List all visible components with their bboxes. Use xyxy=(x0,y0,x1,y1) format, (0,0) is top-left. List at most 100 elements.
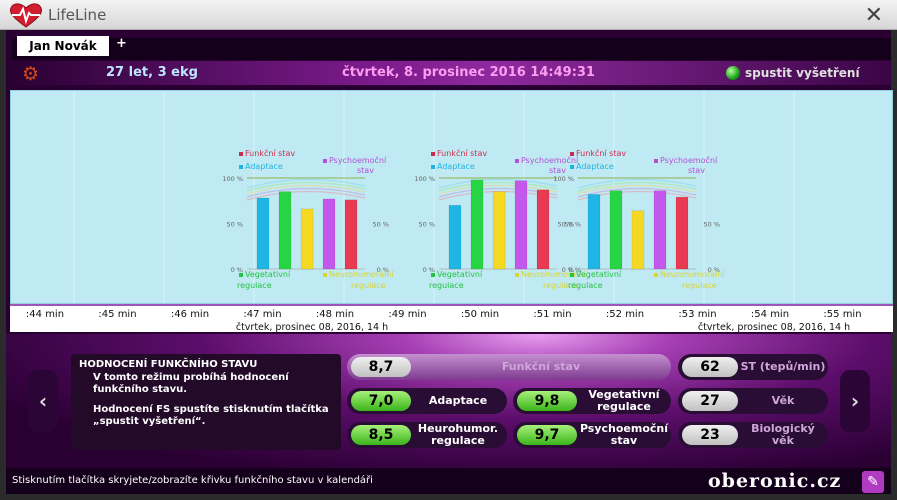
window-title: LifeLine xyxy=(48,6,107,24)
add-tab-button[interactable]: + xyxy=(116,36,127,51)
close-icon[interactable]: ✕ xyxy=(864,3,883,28)
metric-label: Psychoemoční stav xyxy=(579,422,669,447)
description-title: HODNOCENÍ FUNKČNÍHO STAVU xyxy=(79,359,258,370)
legend-swatch xyxy=(570,165,574,169)
timeline-svg: :44 min:45 min:46 min:47 min:48 min:49 m… xyxy=(26,309,862,332)
next-button[interactable]: › xyxy=(840,370,870,432)
legend-swatch xyxy=(239,165,243,169)
legend-label: Adaptace xyxy=(576,162,614,171)
current-datetime: čtvrtek, 8. prosinec 2016 14:49:31 xyxy=(342,65,595,80)
legend-swatch xyxy=(654,159,658,163)
metric-st: 62 ST (tepů/min) xyxy=(678,354,828,380)
metric-value: 8,5 xyxy=(351,425,411,445)
legend-label: Vegetativní xyxy=(437,270,483,279)
bar-3 xyxy=(300,208,314,270)
legend-label: Neurohumorální xyxy=(521,270,586,279)
time-tick-label: :44 min xyxy=(26,309,64,320)
metric-label: Funkční stav xyxy=(501,360,581,373)
metric-label: Vegetativní regulace xyxy=(588,388,660,413)
legend-label: Adaptace xyxy=(245,162,283,171)
time-tick-label: :51 min xyxy=(533,309,571,320)
legend-swatch xyxy=(515,273,519,277)
bar-2 xyxy=(470,179,484,270)
legend-label: Funkční stav xyxy=(576,148,626,158)
legend-label: Vegetativní xyxy=(245,270,291,279)
legend-swatch xyxy=(239,273,243,277)
brand-logo: oberonic.cz xyxy=(708,470,842,492)
legend-label: stav xyxy=(357,166,374,175)
timeline-axis[interactable]: :44 min:45 min:46 min:47 min:48 min:49 m… xyxy=(10,304,893,332)
metric-funkcni-stav: 8,7 Funkční stav xyxy=(347,354,671,380)
bar-2 xyxy=(278,191,292,270)
trend-curve xyxy=(577,181,697,192)
y-tick-label-right: 0 % xyxy=(708,266,720,274)
y-tick-label-right: 50 % xyxy=(372,221,389,229)
metric-psychoemocni: 9,7 Psychoemoční stav xyxy=(513,422,671,448)
legend-swatch xyxy=(431,165,435,169)
bar-4 xyxy=(653,190,667,270)
heart-pulse-icon xyxy=(9,3,43,28)
metric-value: 9,7 xyxy=(517,425,577,445)
app-body: Jan Novák + ⚙ 27 let, 3 ekg čtvrtek, 8. … xyxy=(0,30,897,500)
description-panel: HODNOCENÍ FUNKČNÍHO STAVU V tomto režimu… xyxy=(71,354,341,450)
y-tick-label: 50 % xyxy=(226,221,243,229)
legend-label: regulace xyxy=(543,281,578,290)
y-tick-label: 100 % xyxy=(414,175,435,183)
trend-curve xyxy=(438,184,558,195)
bar-1 xyxy=(587,194,601,270)
prev-button[interactable]: ‹ xyxy=(28,370,58,432)
legend-label: stav xyxy=(688,166,705,175)
legend-label: Neurohumorální xyxy=(329,270,394,279)
metric-value: 8,7 xyxy=(351,357,411,377)
legend-label: Psychoemoční xyxy=(329,155,387,165)
legend-label: Psychoemoční xyxy=(521,155,579,165)
time-tick-label: :47 min xyxy=(243,309,281,320)
legend-label: regulace xyxy=(237,281,272,290)
time-tick-label: :45 min xyxy=(98,309,136,320)
legend-label: Adaptace xyxy=(437,162,475,171)
y-tick-label: 0 % xyxy=(562,266,574,274)
charts-svg: 100 %50 %0 %50 %0 %Funkční stavAdaptaceP… xyxy=(73,91,795,303)
legend-label: Funkční stav xyxy=(437,148,487,158)
metric-label: Věk xyxy=(771,394,795,407)
metric-value: 23 xyxy=(682,425,738,445)
trend-curve xyxy=(438,181,558,192)
description-hint: Hodnocení FS spustíte stisknutím tlačítk… xyxy=(93,404,329,427)
legend-label: regulace xyxy=(682,281,717,290)
metric-vegetativni: 9,8 Vegetativní regulace xyxy=(513,388,671,414)
tab-patient[interactable]: Jan Novák xyxy=(17,36,109,56)
time-tick-label: :55 min xyxy=(823,309,861,320)
legend-swatch xyxy=(570,273,574,277)
patient-age: 27 let, 3 ekg xyxy=(106,65,198,80)
trend-curve xyxy=(577,187,697,198)
y-tick-label: 50 % xyxy=(557,221,574,229)
description-text: V tomto režimu probíhá hodnocení funkční… xyxy=(93,372,289,395)
metric-label: Heurohumor. regulace xyxy=(417,422,499,447)
time-tick-label: :53 min xyxy=(678,309,716,320)
edit-icon[interactable]: ✎ xyxy=(862,471,884,493)
time-date-label: čtvrtek, prosinec 08, 2016, 14 h xyxy=(236,322,388,332)
metric-label: ST (tepů/min) xyxy=(740,360,826,373)
legend-swatch xyxy=(431,152,435,156)
legend-swatch xyxy=(323,159,327,163)
bar-3 xyxy=(631,210,645,270)
calendar-chart-area[interactable]: 100 % 50 % 0 % 50 % 0 % Funkční stav Adaptace P… xyxy=(10,90,893,304)
bar-1 xyxy=(448,205,462,270)
legend-swatch xyxy=(431,273,435,277)
bar-5 xyxy=(536,189,550,270)
bar-1 xyxy=(256,197,270,270)
start-exam-button[interactable]: spustit vyšetření xyxy=(725,64,860,82)
status-bar: Stisknutím tlačítka skryjete/zobrazíte k… xyxy=(6,468,891,494)
gear-icon[interactable]: ⚙ xyxy=(22,63,40,85)
legend-label: stav xyxy=(549,166,566,175)
legend-label: Neurohumorální xyxy=(660,270,725,279)
legend-swatch xyxy=(323,273,327,277)
y-tick-label: 50 % xyxy=(418,221,435,229)
time-tick-label: :50 min xyxy=(461,309,499,320)
trend-curve xyxy=(577,184,697,195)
metric-value: 7,0 xyxy=(351,391,411,411)
legend-label: regulace xyxy=(568,281,603,290)
status-led-icon xyxy=(726,66,740,80)
metric-value: 27 xyxy=(682,391,738,411)
metric-bio-vek: 23 Biologický věk xyxy=(678,422,828,448)
